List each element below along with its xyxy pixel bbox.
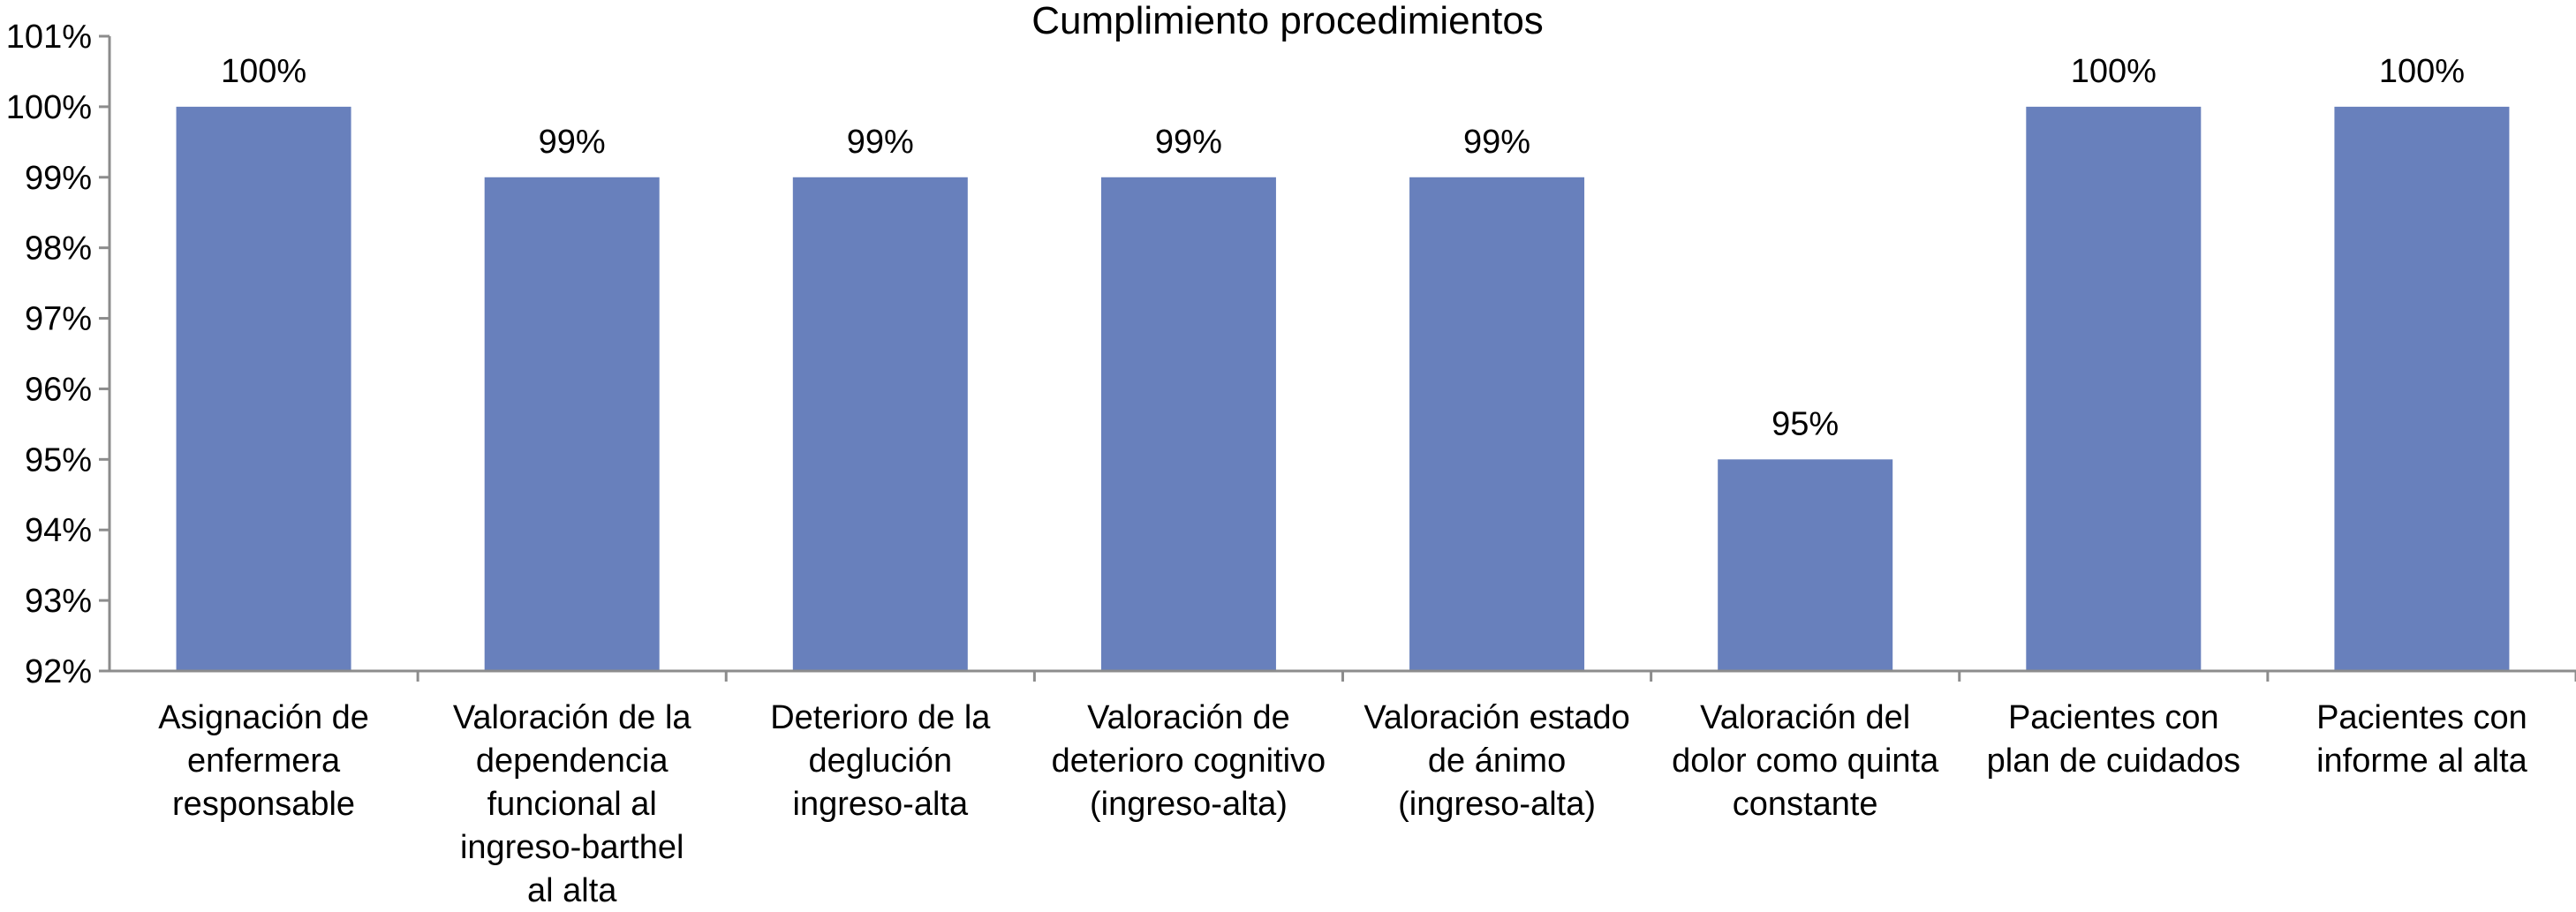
data-label: 99%: [539, 124, 606, 161]
category-label: Deterioro de la deglución ingreso-alta: [770, 699, 991, 823]
category-label: Asignación de enfermera responsable: [158, 699, 369, 823]
data-label: 99%: [1463, 124, 1530, 161]
y-tick-label: 101%: [6, 19, 92, 56]
y-tick-label: 98%: [25, 230, 92, 268]
category-label: Valoración de la dependencia funcional al i…: [453, 699, 692, 909]
x-axis: Asignación de enfermera responsable Valorac…: [110, 669, 2576, 909]
category-label: Pacientes con plan de cuidados: [1987, 699, 2240, 780]
data-label: 95%: [1771, 405, 1839, 442]
y-tick-label: 96%: [25, 371, 92, 408]
data-labels: 100% 99% 99% 99% 99% 95% 100% 100%: [221, 53, 2465, 442]
data-label: 100%: [2379, 53, 2465, 90]
y-tick-label: 99%: [25, 160, 92, 197]
bar: [1409, 177, 1585, 671]
category-label: Valoración de deterioro cognitivo (ingreso…: [1052, 699, 1326, 823]
category-label: Valoración estado de ánimo (ingreso-alta): [1364, 699, 1629, 823]
data-label: 100%: [2071, 53, 2157, 90]
bars: [176, 106, 2510, 671]
y-tick-label: 95%: [25, 441, 92, 479]
chart-title: Cumplimiento procedimientos: [1031, 0, 1544, 42]
bar: [1100, 177, 1276, 671]
bar: [1718, 459, 1893, 671]
y-tick-label: 93%: [25, 583, 92, 620]
bar: [2334, 106, 2510, 671]
data-label: 99%: [1155, 124, 1222, 161]
bar: [792, 177, 968, 671]
y-tick-label: 92%: [25, 653, 92, 690]
y-tick-label: 100%: [6, 89, 92, 126]
category-label: Pacientes con informe al alta: [2316, 699, 2528, 780]
bar: [2026, 106, 2202, 671]
y-tick-label: 94%: [25, 512, 92, 549]
y-tick-label: 97%: [25, 301, 92, 338]
y-axis: 92% 93% 94% 95% 96% 97% 98% 99% 100% 101%: [6, 19, 111, 690]
bar: [484, 177, 660, 671]
bar: [176, 106, 351, 671]
data-label: 100%: [221, 53, 306, 90]
data-label: 99%: [847, 124, 914, 161]
category-label: Valoración del dolor como quinta constante: [1672, 699, 1939, 823]
